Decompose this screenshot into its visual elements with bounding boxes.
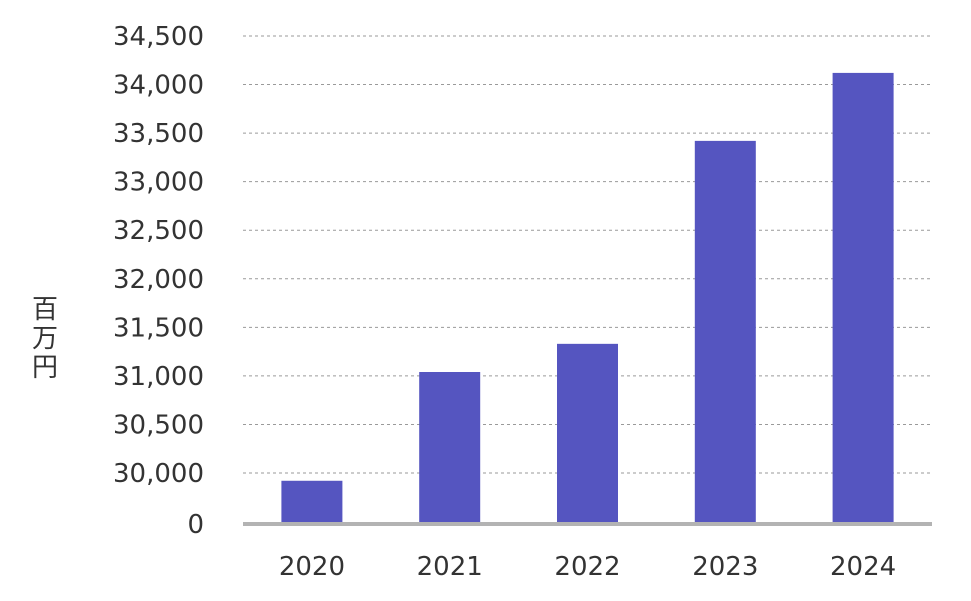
x-tick-label: 2022	[554, 552, 620, 582]
x-tick-label: 2020	[279, 552, 345, 582]
bars	[281, 72, 894, 524]
y-tick-label: 31,500	[113, 313, 204, 343]
y-axis-label: 百万円	[32, 295, 58, 383]
y-tick-label: 32,500	[113, 216, 204, 246]
y-tick-label: 32,000	[113, 265, 204, 295]
y-tick-label: 34,500	[113, 22, 204, 52]
y-axis-ticks: 0 30,000 30,500 31,000 31,500 32,000 32,500 33,…	[113, 22, 204, 540]
y-tick-label: 30,000	[113, 459, 204, 489]
bar-2024	[832, 72, 894, 524]
y-tick-label: 0	[187, 510, 204, 540]
y-tick-label: 33,000	[113, 168, 204, 198]
bar-2023	[694, 140, 756, 524]
x-axis-ticks: 2020 2021 2022 2023 2024	[279, 552, 896, 582]
bar-2020	[281, 480, 343, 524]
x-tick-label: 2023	[692, 552, 758, 582]
x-tick-label: 2021	[417, 552, 483, 582]
x-tick-label: 2024	[830, 552, 896, 582]
y-tick-label: 33,500	[113, 119, 204, 149]
y-tick-label: 31,000	[113, 362, 204, 392]
bar-2022	[557, 343, 618, 524]
bar-2021	[419, 372, 481, 524]
y-tick-label: 34,000	[113, 71, 204, 101]
y-tick-label: 30,500	[113, 410, 204, 440]
